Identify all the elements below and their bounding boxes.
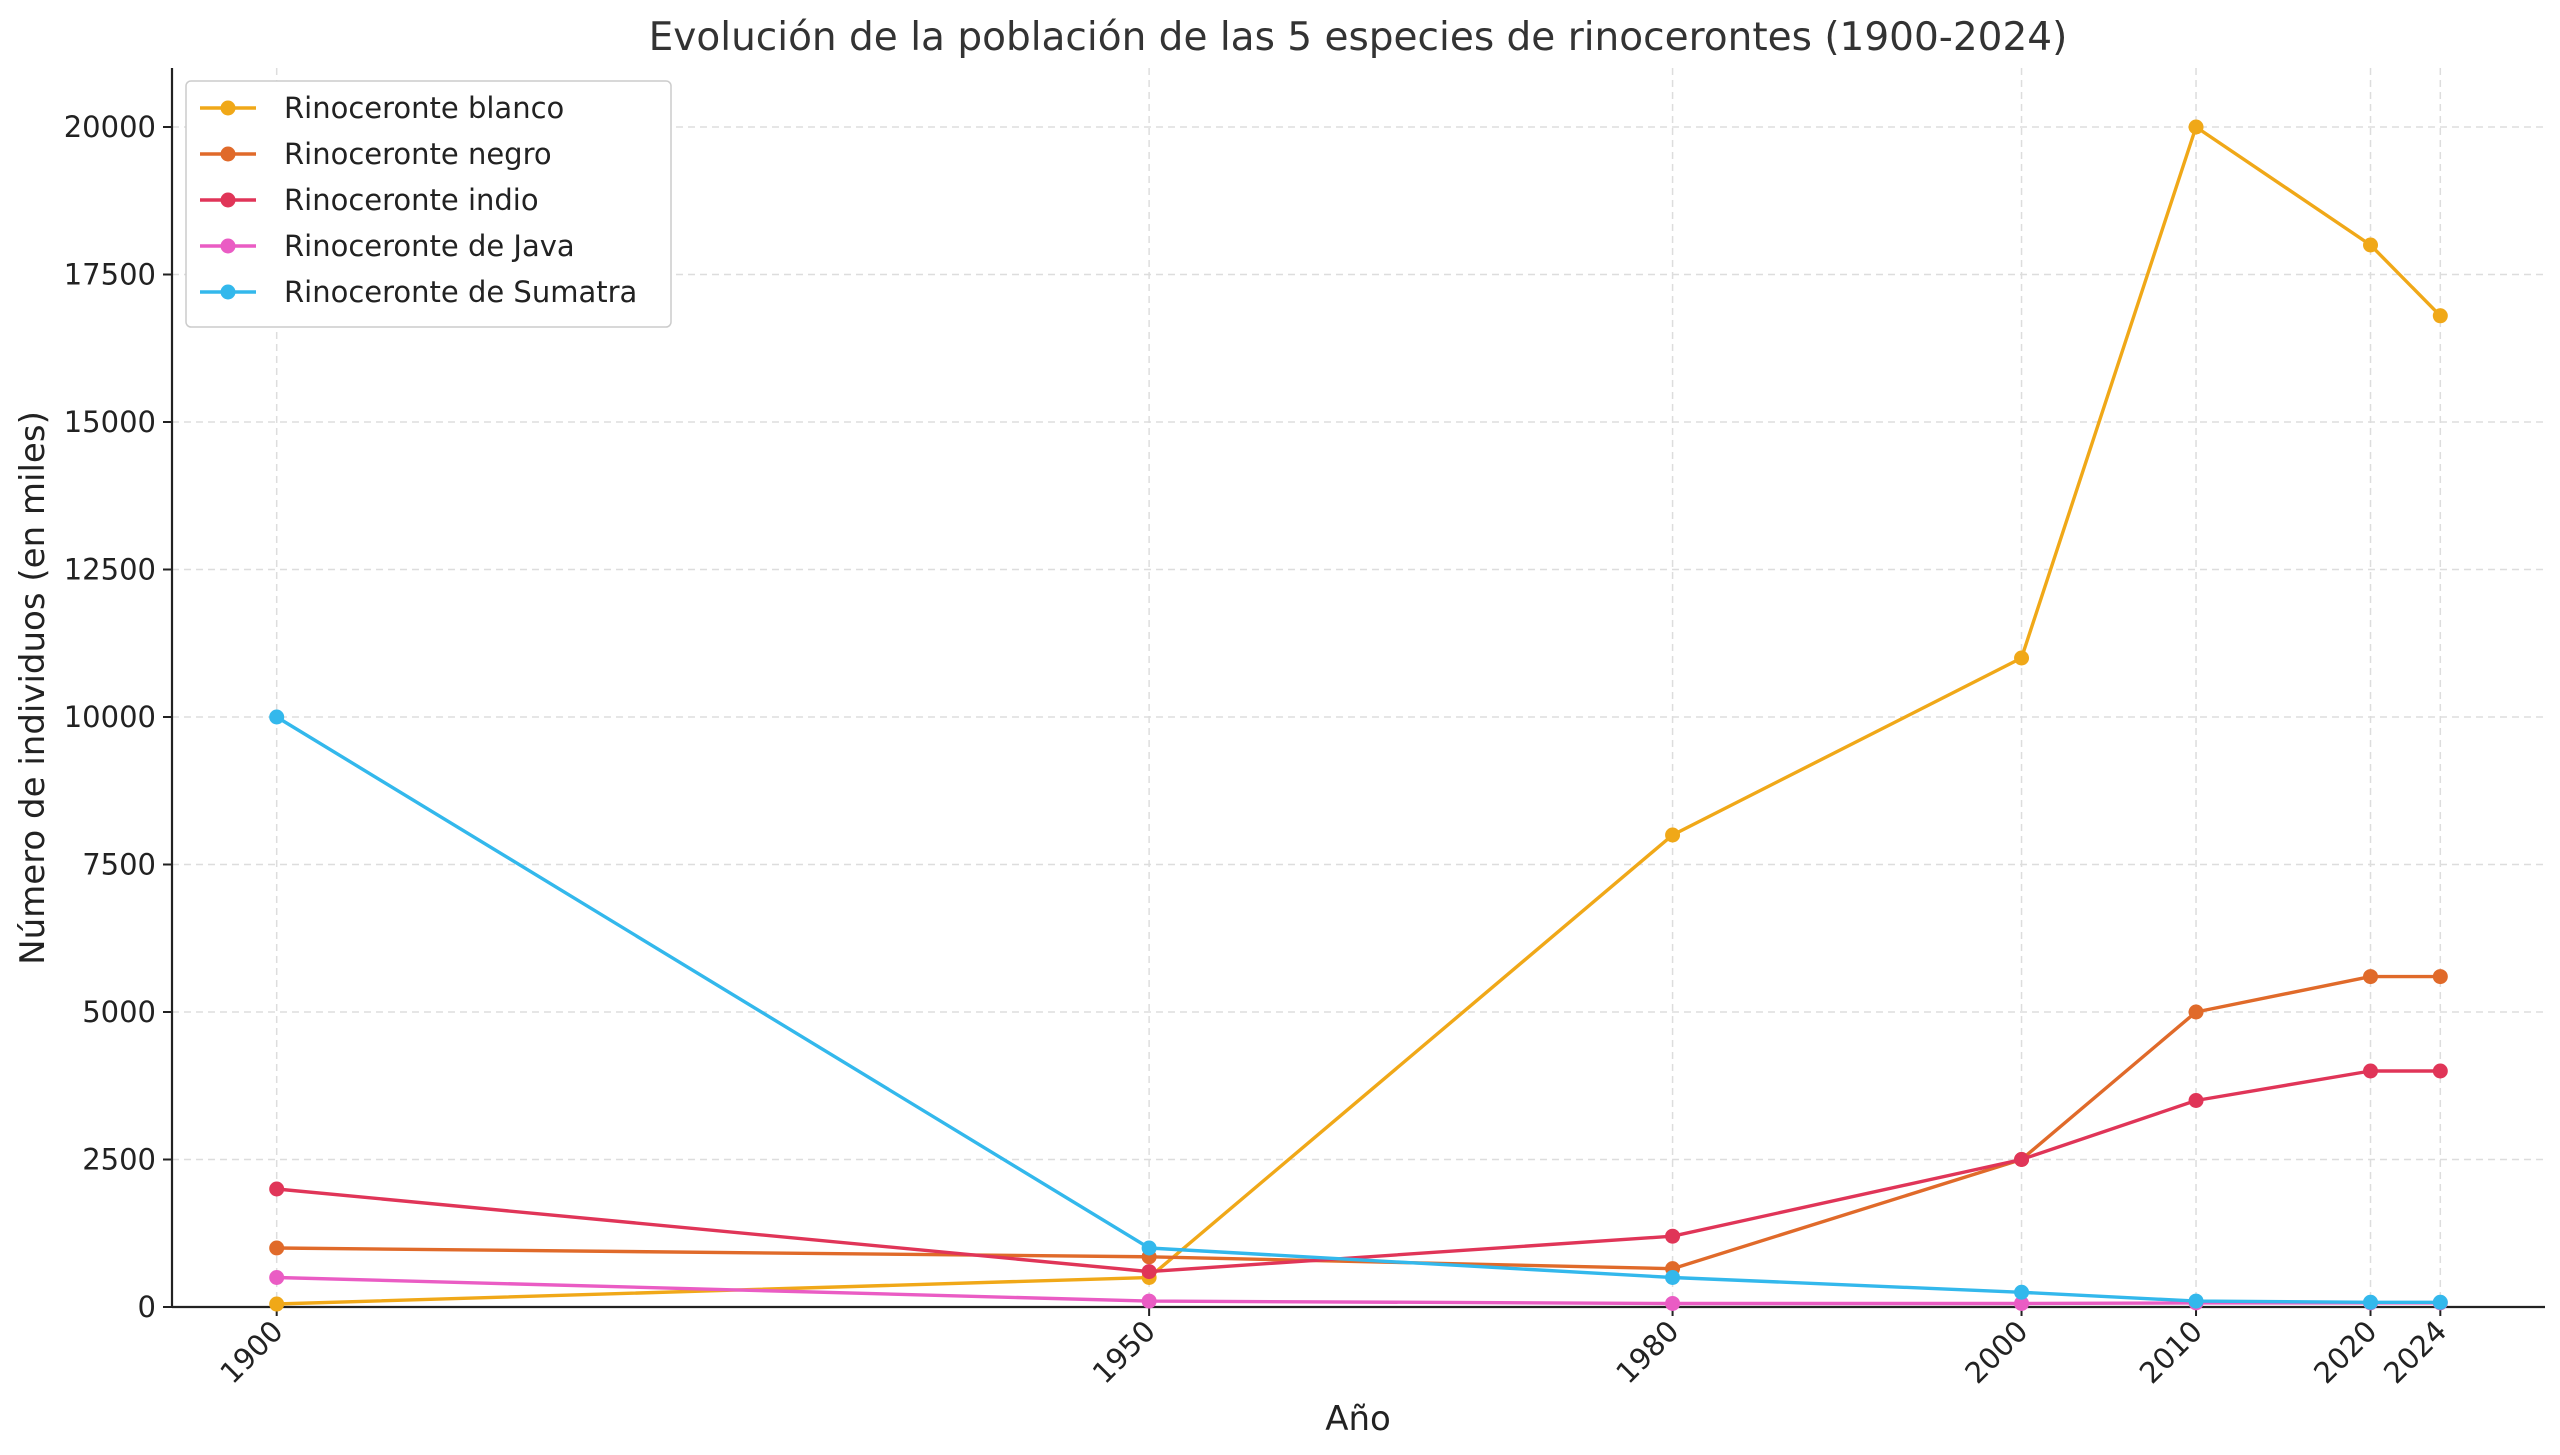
y-tick-label: 0 [138,1290,156,1324]
legend-swatch-marker [220,238,236,254]
data-point [2432,969,2448,985]
data-point [2188,1093,2204,1108]
x-tick-label: 1900 [213,1314,289,1390]
x-tick-label: 1980 [1609,1314,1685,1390]
y-tick-label: 10000 [64,700,156,734]
y-tick-label: 5000 [82,995,156,1029]
series-line [276,1275,2441,1306]
series-rinoceronte-de-java [269,1270,2448,1311]
data-point [269,1270,285,1285]
data-point [269,1181,285,1197]
data-point [2432,1063,2448,1079]
data-point [2014,1295,2030,1311]
data-point [2363,1294,2379,1310]
y-tick-label: 17500 [64,258,156,292]
y-tick-label: 20000 [64,110,156,144]
x-tick-label: 1950 [1086,1314,1162,1390]
legend-label: Rinoceronte negro [284,137,552,171]
data-point [1141,1293,1157,1309]
legend-swatch-marker [220,192,236,208]
data-point [1141,1264,1157,1280]
series-rinoceronte-indio [269,1063,2448,1280]
legend-swatch-marker [220,146,236,162]
legend-entry: Rinoceronte de Java [200,229,575,263]
data-point [2188,1004,2204,1020]
legend-swatch-marker [220,284,236,300]
data-point [2432,308,2448,324]
data-point [1665,1295,1681,1311]
x-axis-label: Año [1325,1399,1391,1439]
legend-entry: Rinoceronte de Sumatra [200,275,637,309]
data-point [2363,237,2379,253]
legend: Rinoceronte blanco Rinoceronte negro Rinoc… [185,80,672,328]
data-point [269,1240,285,1256]
x-tick-label: 2020 [2307,1314,2383,1390]
legend-entry: Rinoceronte negro [200,137,552,171]
y-tick-label: 15000 [64,405,156,439]
data-point [2188,119,2204,135]
chart-title: Evolución de la población de las 5 espec… [649,15,2068,60]
legend-entry: Rinoceronte blanco [200,91,564,125]
y-tick-label: 12500 [64,553,156,587]
data-point [269,709,285,725]
x-tick-label: 2010 [2133,1314,2209,1390]
data-point [2188,1293,2204,1309]
data-point [1665,1270,1681,1285]
data-point [2363,1063,2379,1079]
legend-label: Rinoceronte de Sumatra [284,275,637,309]
x-tick-label: 2000 [1958,1314,2034,1390]
data-point [1665,1228,1681,1244]
legend-swatch-marker [220,100,236,116]
series-rinoceronte-negro [269,969,2448,1277]
data-point [2014,1284,2030,1300]
legend-box [185,80,672,328]
series-line [275,715,2441,1305]
y-tick-label: 2500 [82,1143,156,1177]
data-point [2363,969,2379,985]
data-point [1141,1240,1157,1256]
x-tick-label: 2024 [2377,1314,2453,1390]
data-point [1665,827,1681,843]
y-tick-label: 7500 [82,848,156,882]
data-point [2432,1294,2448,1310]
legend-label: Rinoceronte blanco [284,91,564,125]
data-point [2014,1152,2030,1167]
series-rinoceronte-de-sumatra [269,709,2448,1310]
series-line [276,974,2441,1271]
legend-entry: Rinoceronte indio [200,183,539,217]
data-point [269,1296,285,1312]
y-axis-label: Número de individuos (en miles) [13,411,53,965]
data-point [2014,650,2030,666]
legend-label: Rinoceronte indio [284,183,539,217]
legend-label: Rinoceronte de Java [284,229,575,263]
series-lines [269,119,2448,1312]
